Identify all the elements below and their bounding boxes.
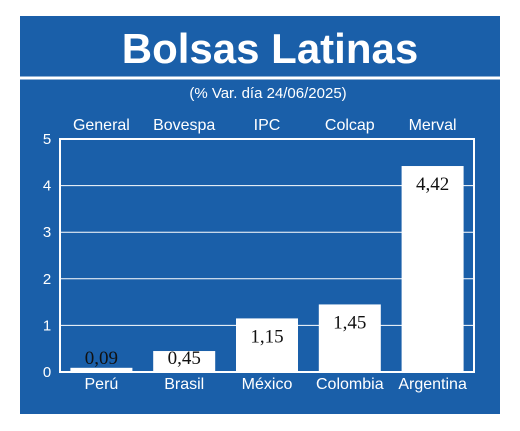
value-labels: 0,09 0,45 1,15 1,45 4,42 xyxy=(85,174,449,369)
index-name-label: Merval xyxy=(409,117,457,134)
index-name-label: Bovespa xyxy=(153,117,215,134)
x-tick-label: México xyxy=(242,376,293,393)
data-label: 4,42 xyxy=(416,174,449,195)
y-tick-label: 3 xyxy=(43,224,51,241)
data-label: 1,15 xyxy=(250,326,283,347)
x-tick-label: Argentina xyxy=(398,376,467,393)
bar xyxy=(70,367,133,372)
bar xyxy=(153,351,216,372)
data-label: 0,09 xyxy=(85,348,118,369)
chart-subtitle: (% Var. día 24/06/2025) xyxy=(189,85,346,102)
bars xyxy=(70,166,464,372)
x-tick-label: Brasil xyxy=(164,376,204,393)
bar xyxy=(401,166,464,372)
y-tick-label: 5 xyxy=(43,131,51,148)
bar xyxy=(236,318,298,372)
y-tick-label: 2 xyxy=(43,271,51,288)
y-tick-label: 0 xyxy=(43,364,51,381)
x-tick-label: Colombia xyxy=(316,376,384,393)
y-tick-label: 1 xyxy=(43,317,51,334)
index-name-labels: General Bovespa IPC Colcap Merval xyxy=(73,117,457,134)
chart-title: Bolsas Latinas xyxy=(122,25,418,72)
bar xyxy=(318,304,381,372)
index-name-label: Colcap xyxy=(325,117,375,134)
index-name-label: IPC xyxy=(254,117,281,134)
y-tick-label: 4 xyxy=(43,178,51,195)
data-label: 0,45 xyxy=(168,348,201,369)
x-tick-label: Perú xyxy=(85,376,119,393)
y-axis-ticks: 0 1 2 3 4 5 xyxy=(43,131,51,381)
index-name-label: General xyxy=(73,117,130,134)
data-label: 1,45 xyxy=(333,312,366,333)
category-labels: Perú Brasil México Colombia Argentina xyxy=(85,376,467,393)
